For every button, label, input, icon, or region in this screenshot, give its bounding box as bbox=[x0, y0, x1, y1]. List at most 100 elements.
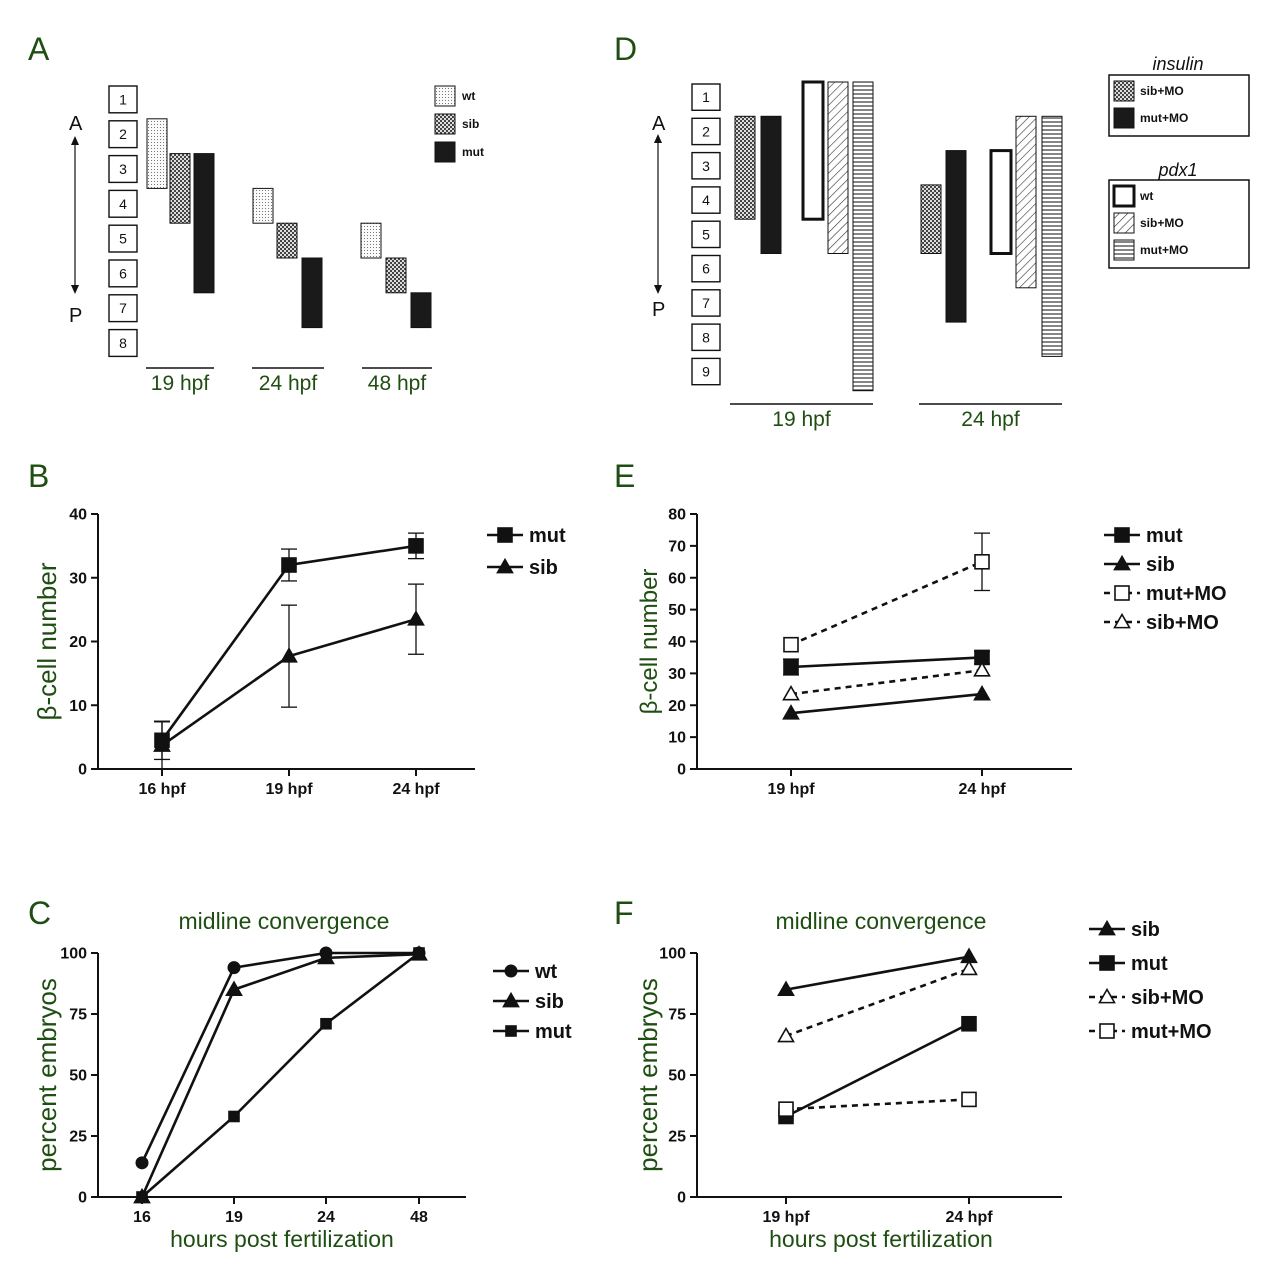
panel-f-series-mut-mo-point bbox=[961, 1091, 977, 1108]
panel-e-y-tick-label: 40 bbox=[668, 634, 686, 651]
panel-f-y-tick-label: 100 bbox=[659, 946, 686, 963]
panel-f-series-mut-mo bbox=[778, 1091, 977, 1117]
panel-a-posterior-label: P bbox=[69, 305, 82, 327]
panel-a-somite-box bbox=[108, 294, 138, 323]
panel-a-timepoint-label: 19 hpf bbox=[151, 372, 210, 395]
panel-b-x-tick-label: 19 hpf bbox=[265, 781, 313, 798]
panel-d-bar-19-hpf-pdx1-mut-mo bbox=[852, 81, 874, 392]
panel-f-series-mut-point bbox=[961, 1015, 977, 1032]
panel-d-ap-arrow-up bbox=[654, 134, 662, 143]
panel-c-legend: wt sib mut bbox=[493, 961, 572, 1043]
panel-a-legend-label-wt: wt bbox=[461, 89, 475, 103]
panel-c-y-tick-label: 100 bbox=[60, 946, 87, 963]
panel-d-bar-24-hpf-insulin-mut-mo bbox=[945, 150, 967, 323]
panel-d-legend-pdx1-label-sib-mo: sib+MO bbox=[1140, 216, 1184, 230]
panel-c-series-mut bbox=[136, 947, 425, 1203]
panel-e-y-label: β-cell number bbox=[636, 569, 663, 715]
panel-a-somite-box bbox=[108, 85, 138, 114]
panel-d-letter: D bbox=[614, 31, 637, 67]
panel-b: B 0 10 20 30 40 16 hpf 19 hpf 24 hpf β-cell numbe… bbox=[28, 458, 566, 798]
panel-e-series-sib-mo-line bbox=[790, 668, 983, 696]
panel-a-somite-label: 5 bbox=[119, 231, 127, 247]
panel-d-somite-box bbox=[691, 151, 721, 180]
panel-d-bar-24-hpf-pdx1-sib-mo bbox=[1015, 115, 1037, 289]
panel-b-series-mut-point bbox=[408, 538, 424, 554]
panel-d-legend-pdx1-title: pdx1 bbox=[1157, 160, 1197, 180]
panel-d-somite-box bbox=[691, 220, 721, 249]
panel-f-x-label: hours post fertilization bbox=[769, 1226, 993, 1252]
panel-a-somite-box bbox=[108, 328, 138, 358]
panel-e-x-tick-label: 24 hpf bbox=[958, 781, 1006, 798]
panel-e-legend-sib-mo-marker bbox=[1113, 612, 1131, 629]
panel-c: C 0 25 50 75 100 16 19 24 48 percent embryos hours … bbox=[28, 895, 572, 1252]
panel-d-somite-box bbox=[691, 323, 721, 352]
panel-c-legend-mut-marker bbox=[505, 1025, 517, 1037]
panel-b-letter: B bbox=[28, 458, 49, 494]
panel-d-somite-label: 3 bbox=[702, 158, 710, 174]
panel-d: D A P 1 2 3 4 5 6 7 8 9 19 hpf 24 hpf insulin sib+MO mut… bbox=[614, 31, 1250, 431]
panel-f-legend: sib mut sib+MO mut+MO bbox=[1089, 919, 1212, 1043]
panel-d-bar-19-hpf-pdx1-wt bbox=[801, 80, 825, 221]
panel-a-legend-swatch-sib bbox=[434, 113, 456, 135]
panel-a-bar-24-hpf-sib bbox=[276, 222, 298, 259]
panel-a-legend-swatch-mut bbox=[434, 141, 456, 163]
panel-c-y-tick-label: 25 bbox=[69, 1129, 87, 1146]
panel-f-legend-mut-mo-marker bbox=[1099, 1023, 1115, 1039]
panel-d-somite-label: 2 bbox=[702, 123, 710, 139]
panel-e-legend: mut sib mut+MO sib+MO bbox=[1104, 525, 1227, 634]
panel-a-bar-19-hpf-sib bbox=[169, 153, 191, 224]
panel-a-ap-arrow-down bbox=[71, 285, 79, 294]
panel-c-legend-wt-marker bbox=[504, 964, 518, 978]
panel-e-series-sib-point bbox=[973, 684, 991, 701]
panel-e-legend-mut-marker bbox=[1114, 527, 1130, 543]
panel-f-legend-mut-mo-label: mut+MO bbox=[1131, 1021, 1212, 1043]
panel-a-bar-24-hpf-wt bbox=[252, 187, 274, 224]
panel-b-series-sib bbox=[153, 583, 425, 770]
panel-e-series-sib-line bbox=[790, 692, 983, 715]
panel-c-x-tick-label: 19 bbox=[225, 1209, 243, 1226]
panel-b-legend-mut-label: mut bbox=[529, 525, 566, 547]
panel-a-somite-label: 6 bbox=[119, 265, 127, 281]
panel-e-legend-mut-label: mut bbox=[1146, 525, 1183, 547]
panel-d-legend-pdx1-label-wt: wt bbox=[1139, 189, 1153, 203]
panel-c-y-tick-label: 75 bbox=[69, 1007, 87, 1024]
panel-d-somite-box bbox=[691, 289, 721, 317]
panel-e-y-tick-label: 80 bbox=[668, 507, 686, 524]
panel-f-series-mut-mo-line bbox=[785, 1098, 970, 1111]
panel-f-y-tick-label: 50 bbox=[668, 1068, 686, 1085]
panel-c-legend-sib-marker bbox=[502, 991, 520, 1008]
panel-f-legend-mut-marker bbox=[1099, 955, 1115, 971]
panel-e-y-tick-label: 70 bbox=[668, 538, 686, 555]
panel-e-series-sib-mo bbox=[782, 661, 991, 701]
panel-a-somite-label: 8 bbox=[119, 335, 127, 351]
panel-d-somite-box bbox=[691, 254, 721, 283]
panel-a-letter: A bbox=[28, 31, 50, 67]
panel-e-series-sib bbox=[782, 684, 991, 720]
panel-d-somite-label: 9 bbox=[702, 364, 710, 380]
panel-d-timepoint-label: 24 hpf bbox=[961, 408, 1020, 431]
panel-a-bar-48-hpf-sib bbox=[385, 257, 407, 294]
panel-b-series-sib-point bbox=[280, 647, 298, 663]
panel-d-bar-24-hpf-insulin-sib-mo bbox=[920, 184, 942, 254]
panel-b-y-tick-label: 0 bbox=[78, 762, 87, 779]
panel-a-bar-19-hpf-wt bbox=[146, 118, 168, 189]
panel-e-letter: E bbox=[614, 458, 635, 494]
panel-b-series-mut-point bbox=[281, 557, 297, 573]
panel-a: A A P 1 2 3 4 5 6 7 8 19 hpf 24 hpf 48 hpf wt sib mut bbox=[28, 31, 484, 395]
panel-b-legend-mut-marker bbox=[497, 527, 513, 543]
panel-e-y-tick-label: 20 bbox=[668, 698, 686, 715]
panel-c-series-sib-line bbox=[140, 952, 420, 1198]
panel-f-series-mut-line bbox=[785, 1022, 970, 1118]
panel-f-series-mut-mo-point bbox=[778, 1101, 794, 1117]
panel-d-legend-insulin-title: insulin bbox=[1152, 54, 1203, 74]
panel-a-somite-label: 7 bbox=[119, 300, 127, 316]
panel-d-somite-label: 4 bbox=[702, 192, 710, 208]
panel-e-series-mut-point bbox=[783, 659, 799, 675]
panel-f-series-sib-mo-line bbox=[785, 967, 970, 1038]
panel-d-legend-pdx1-box bbox=[1108, 179, 1250, 269]
panel-f-series-sib-point bbox=[777, 980, 795, 997]
panel-d-somite-label: 7 bbox=[702, 295, 710, 311]
panel-a-anterior-label: A bbox=[69, 113, 83, 135]
panel-b-series-sib-point bbox=[407, 610, 425, 626]
panel-e-legend-sib-marker bbox=[1113, 554, 1131, 571]
